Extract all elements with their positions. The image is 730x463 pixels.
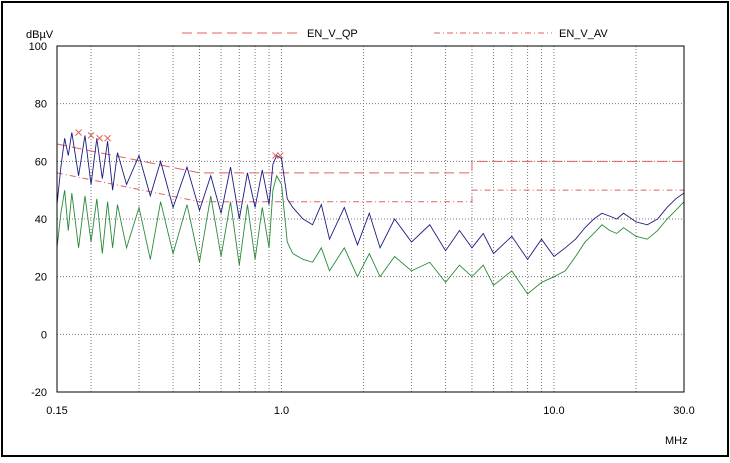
peak-marker [276,152,284,159]
x-tick-label: 30.0 [673,405,694,417]
y-tick-label: -20 [31,387,47,399]
x-tick-label: 0.15 [46,405,67,417]
x-axis-label: MHz [665,435,688,447]
series-line [56,132,685,261]
y-tick-label: 0 [41,329,47,341]
x-axis-ticks: 0.15 1.0 10.0 30.0 [46,405,694,417]
peak-marker [96,134,103,142]
plot-border [56,45,685,393]
legend-label: EN_V_QP [307,28,358,40]
limit-lines [56,143,684,203]
legend: EN_V_QP EN_V_AV [182,28,608,40]
peak-marker [104,134,111,142]
y-tick-label: 100 [29,41,47,53]
limit-line [56,172,684,203]
y-tick-label: 80 [35,99,47,111]
series-line [56,174,685,295]
x-tick-label: 1.0 [274,405,289,417]
legend-label: EN_V_AV [559,28,608,40]
y-tick-label: 20 [35,272,47,284]
x-tick-label: 10.0 [543,405,564,417]
data-series [56,132,685,295]
limit-line [56,143,684,174]
y-axis-label: dBµV [26,29,54,41]
y-axis-ticks: 100 80 60 40 20 0 -20 [29,41,47,399]
peak-marker [75,129,82,136]
y-tick-label: 40 [35,214,47,226]
y-tick-label: 60 [35,156,47,168]
peak-marker [272,152,279,159]
peak-marker [87,132,95,139]
peak-markers [75,129,284,159]
